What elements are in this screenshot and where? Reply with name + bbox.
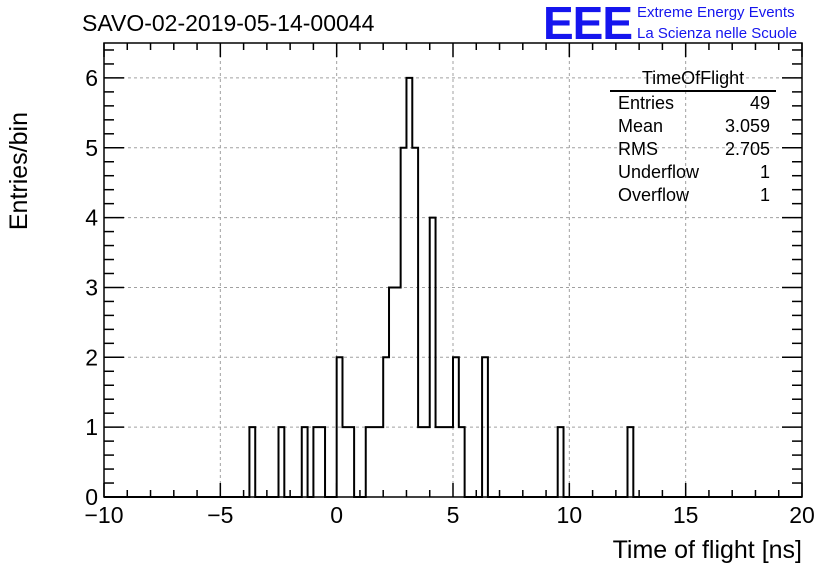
eee-logo: EEE [543, 0, 633, 49]
x-tick-label: 20 [789, 502, 815, 528]
x-tick-label: 5 [447, 502, 460, 528]
stats-label: Mean [618, 116, 664, 136]
logo-subtitle-line1: Extreme Energy Events [637, 4, 795, 21]
y-tick-label: 2 [85, 344, 98, 370]
histogram-bin [372, 427, 378, 497]
histogram-bin [436, 427, 442, 497]
x-tick-label: −10 [84, 502, 123, 528]
histogram-bin [342, 427, 348, 497]
histogram-bin [377, 427, 383, 497]
stats-box: TimeOfFlight Entries 49 Mean 3.059 RMS 2… [610, 66, 776, 207]
stats-value: 49 [749, 93, 770, 113]
y-tick-label: 6 [85, 65, 98, 91]
stats-label: Underflow [618, 162, 700, 182]
histogram-bin [424, 427, 430, 497]
x-tick-label: −5 [207, 502, 233, 528]
x-tick-label: 10 [557, 502, 583, 528]
stats-value: 2.705 [724, 139, 770, 159]
stats-row-mean: Mean 3.059 [610, 115, 776, 138]
y-tick-label: 1 [85, 414, 98, 440]
y-tick-label: 0 [85, 484, 98, 510]
stats-label: Overflow [618, 185, 690, 205]
histogram-bin [447, 427, 453, 497]
x-tick-label: 15 [673, 502, 699, 528]
stats-row-rms: RMS 2.705 [610, 138, 776, 161]
stats-value: 3.059 [724, 116, 770, 136]
stats-label: Entries [618, 93, 675, 113]
logo-subtitle-line2: La Scienza nelle Scuole [637, 25, 798, 42]
y-tick-label: 5 [85, 135, 98, 161]
stats-row-entries: Entries 49 [610, 92, 776, 115]
y-axis-label: Entries/bin [5, 112, 33, 231]
histogram-bin [441, 427, 447, 497]
chart-title: SAVO-02-2019-05-14-00044 [82, 10, 375, 36]
x-tick-label: 0 [330, 502, 343, 528]
stats-title: TimeOfFlight [610, 66, 776, 92]
stats-row-underflow: Underflow 1 [610, 161, 776, 184]
stats-value: 1 [759, 162, 770, 182]
stats-label: RMS [618, 139, 658, 159]
x-axis-label: Time of flight [ns] [612, 536, 802, 564]
histogram-bin [395, 287, 401, 497]
histogram-bin [418, 427, 424, 497]
y-tick-label: 3 [85, 274, 98, 300]
stats-row-overflow: Overflow 1 [610, 184, 776, 207]
y-tick-label: 4 [85, 205, 98, 231]
stats-value: 1 [759, 185, 770, 205]
